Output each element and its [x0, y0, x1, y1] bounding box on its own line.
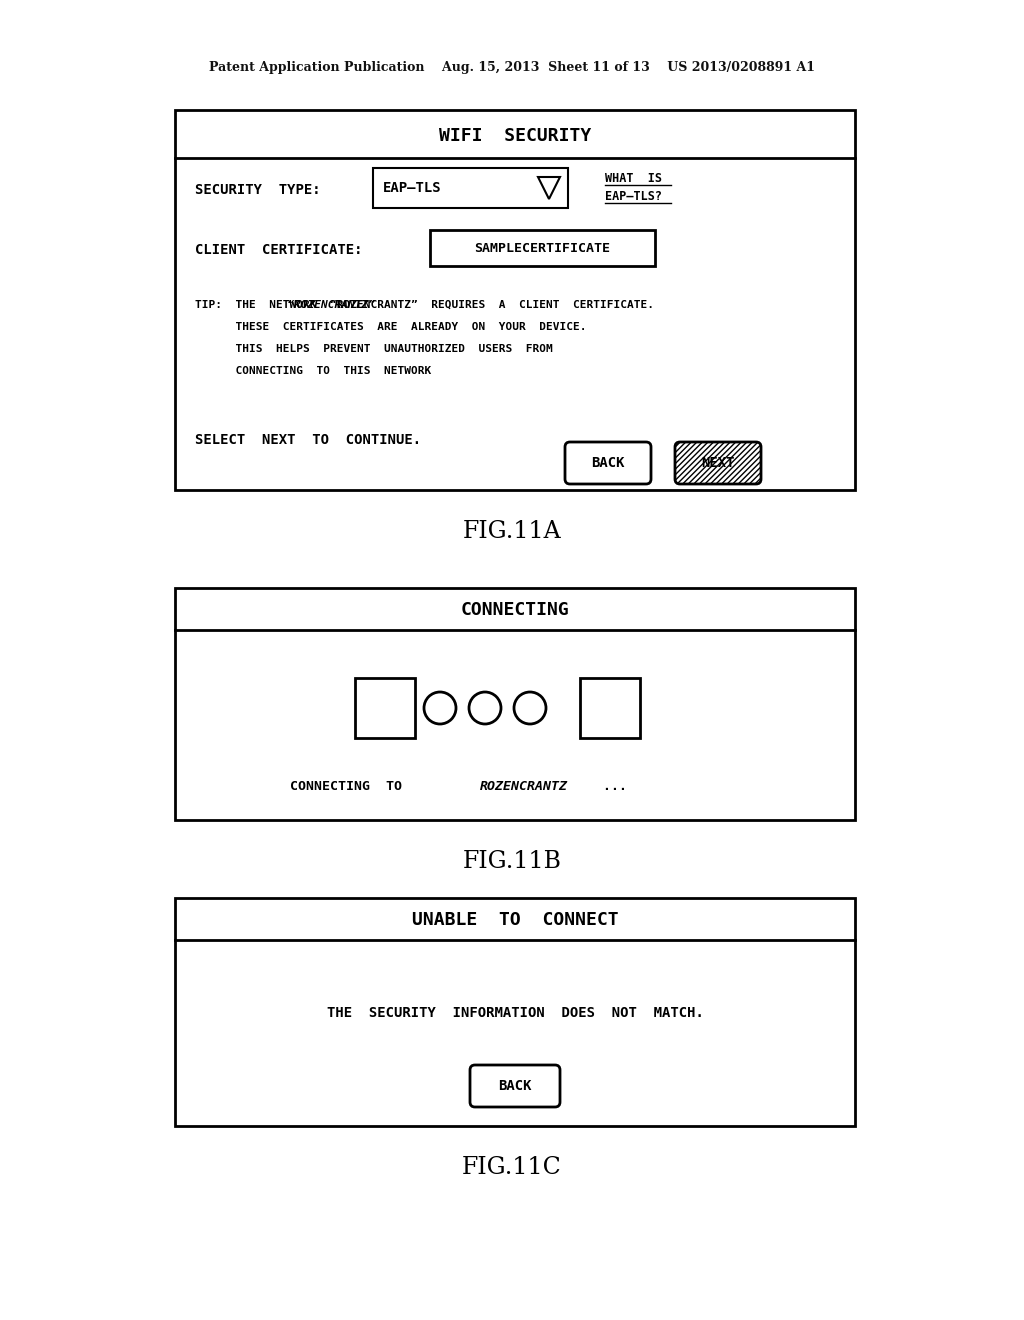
Text: FIG.11B: FIG.11B [463, 850, 561, 874]
Text: BACK: BACK [499, 1078, 531, 1093]
Text: CONNECTING: CONNECTING [461, 601, 569, 619]
Text: UNABLE  TO  CONNECT: UNABLE TO CONNECT [412, 911, 618, 929]
Text: EAP–TLS: EAP–TLS [383, 181, 441, 195]
Bar [580, 678, 640, 738]
Text: CONNECTING  TO  THIS  NETWORK: CONNECTING TO THIS NETWORK [195, 366, 431, 376]
Text: THE  SECURITY  INFORMATION  DOES  NOT  MATCH.: THE SECURITY INFORMATION DOES NOT MATCH. [327, 1006, 703, 1020]
Text: BACK: BACK [591, 455, 625, 470]
Text: SAMPLECERTIFICATE: SAMPLECERTIFICATE [474, 242, 610, 255]
Bar [430, 230, 655, 267]
Text: SELECT  NEXT  TO  CONTINUE.: SELECT NEXT TO CONTINUE. [195, 433, 421, 447]
Text: THIS  HELPS  PREVENT  UNAUTHORIZED  USERS  FROM: THIS HELPS PREVENT UNAUTHORIZED USERS FR… [195, 345, 553, 354]
Text: EAP–TLS?: EAP–TLS? [605, 190, 662, 203]
Text: TIP:  THE  NETWORK  “ROZENCRANTZ”  REQUIRES  A  CLIENT  CERTIFICATE.: TIP: THE NETWORK “ROZENCRANTZ” REQUIRES … [195, 300, 654, 310]
Text: FIG.11A: FIG.11A [463, 520, 561, 544]
Text: NEXT: NEXT [701, 455, 735, 470]
Text: “ROZENCRANTZ”: “ROZENCRANTZ” [213, 300, 375, 310]
Text: WHAT  IS: WHAT IS [605, 173, 662, 186]
FancyBboxPatch shape [675, 442, 761, 484]
Text: CONNECTING  TO: CONNECTING TO [290, 780, 418, 792]
Text: ...: ... [595, 780, 627, 792]
Bar [355, 678, 415, 738]
Text: THESE  CERTIFICATES  ARE  ALREADY  ON  YOUR  DEVICE.: THESE CERTIFICATES ARE ALREADY ON YOUR D… [195, 322, 587, 333]
Text: FIG.11C: FIG.11C [462, 1156, 562, 1180]
Text: SECURITY  TYPE:: SECURITY TYPE: [195, 183, 321, 197]
Text: CLIENT  CERTIFICATE:: CLIENT CERTIFICATE: [195, 243, 362, 257]
Text: ROZENCRANTZ: ROZENCRANTZ [480, 780, 568, 792]
Bar [373, 168, 568, 209]
Text: WIFI  SECURITY: WIFI SECURITY [439, 127, 591, 145]
Text: Patent Application Publication    Aug. 15, 2013  Sheet 11 of 13    US 2013/02088: Patent Application Publication Aug. 15, … [209, 62, 815, 74]
